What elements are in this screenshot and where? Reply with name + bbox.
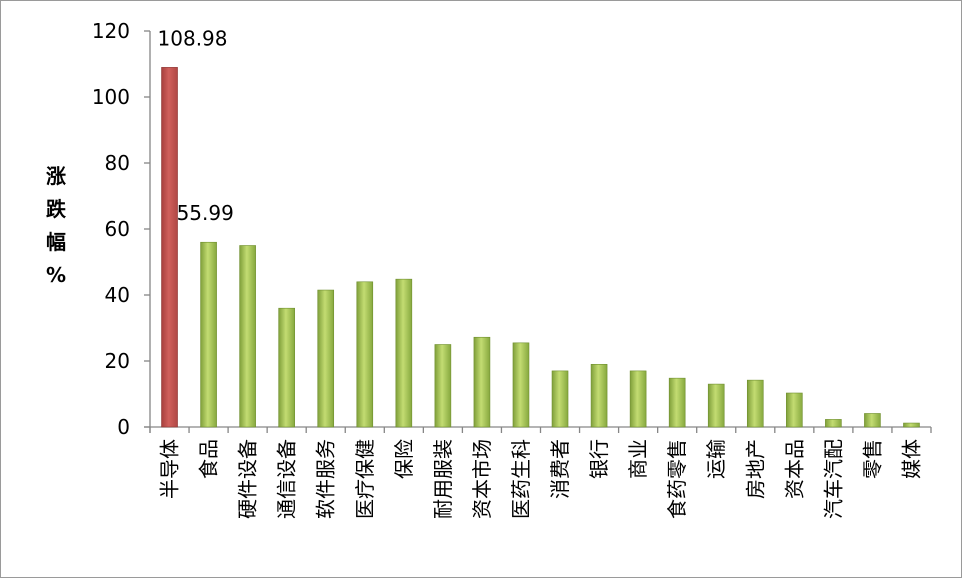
bar-耐用服装: [434, 344, 452, 428]
y-tick-label: 60: [105, 217, 130, 241]
category-label: 零售: [860, 439, 884, 479]
data-label: 108.98: [158, 26, 228, 50]
y-tick-label: 120: [92, 19, 130, 43]
category-label: 医药生科: [509, 439, 533, 519]
bar-通信设备: [278, 307, 295, 428]
category-label: 保险: [392, 439, 416, 479]
category-label: 食品: [197, 439, 221, 479]
category-label: 银行: [587, 439, 611, 479]
bar-银行: [590, 363, 608, 428]
category-label: 汽车汽配: [821, 439, 845, 519]
category-label: 资本品: [782, 439, 806, 499]
bar-资本品: [786, 392, 803, 428]
category-label: 医疗保健: [353, 439, 377, 519]
labels: 0 20 40 60 80 100 120 半导体 食品 硬件设备 通信设备 软件服务 医疗保健 保险 耐用…: [92, 19, 924, 519]
y-tick-label: 0: [117, 415, 130, 439]
bar-资本市场: [473, 336, 491, 428]
category-label: 消费者: [548, 439, 572, 499]
category-label: 运输: [704, 439, 728, 479]
y-tick-label: 20: [105, 349, 130, 373]
y-tick-label: 100: [92, 85, 130, 109]
category-label: 食药零售: [665, 439, 689, 519]
bar-医疗保健: [356, 281, 374, 428]
bar-汽车汽配: [825, 419, 842, 428]
category-label: 软件服务: [314, 439, 338, 519]
y-axis-label-char: 跌: [46, 197, 66, 221]
category-label: 媒体: [899, 439, 923, 479]
y-axis-label-char: %: [45, 263, 67, 287]
bar-商业: [629, 370, 647, 428]
category-label: 耐用服装: [431, 439, 455, 519]
bar-媒体: [903, 422, 920, 428]
category-label: 半导体: [158, 439, 182, 499]
bar-医药生科: [512, 342, 530, 428]
bar-食品: [200, 241, 217, 428]
data-label: 55.99: [177, 201, 234, 225]
category-label: 通信设备: [275, 439, 299, 519]
y-axis-label: 涨 跌 幅 %: [36, 160, 76, 292]
bar-半导体: [161, 67, 178, 428]
axes: [144, 30, 932, 433]
bar-食药零售: [668, 377, 686, 428]
bar-零售: [864, 413, 881, 428]
y-tick-label: 40: [105, 283, 130, 307]
y-axis-label-char: 幅: [46, 230, 66, 254]
bar-运输: [707, 383, 725, 428]
bar-软件服务: [317, 289, 335, 428]
category-label: 房地产: [743, 439, 767, 499]
bar-消费者: [551, 370, 569, 428]
bar-硬件设备: [239, 245, 256, 428]
category-label: 硬件设备: [236, 439, 260, 519]
y-tick-label: 80: [105, 151, 130, 175]
bars: [161, 67, 920, 428]
bar-保险: [395, 278, 413, 428]
category-label: 商业: [626, 439, 650, 479]
y-axis-label-char: 涨: [46, 164, 66, 188]
bar-房地产: [746, 379, 764, 428]
category-label: 资本市场: [470, 439, 494, 519]
